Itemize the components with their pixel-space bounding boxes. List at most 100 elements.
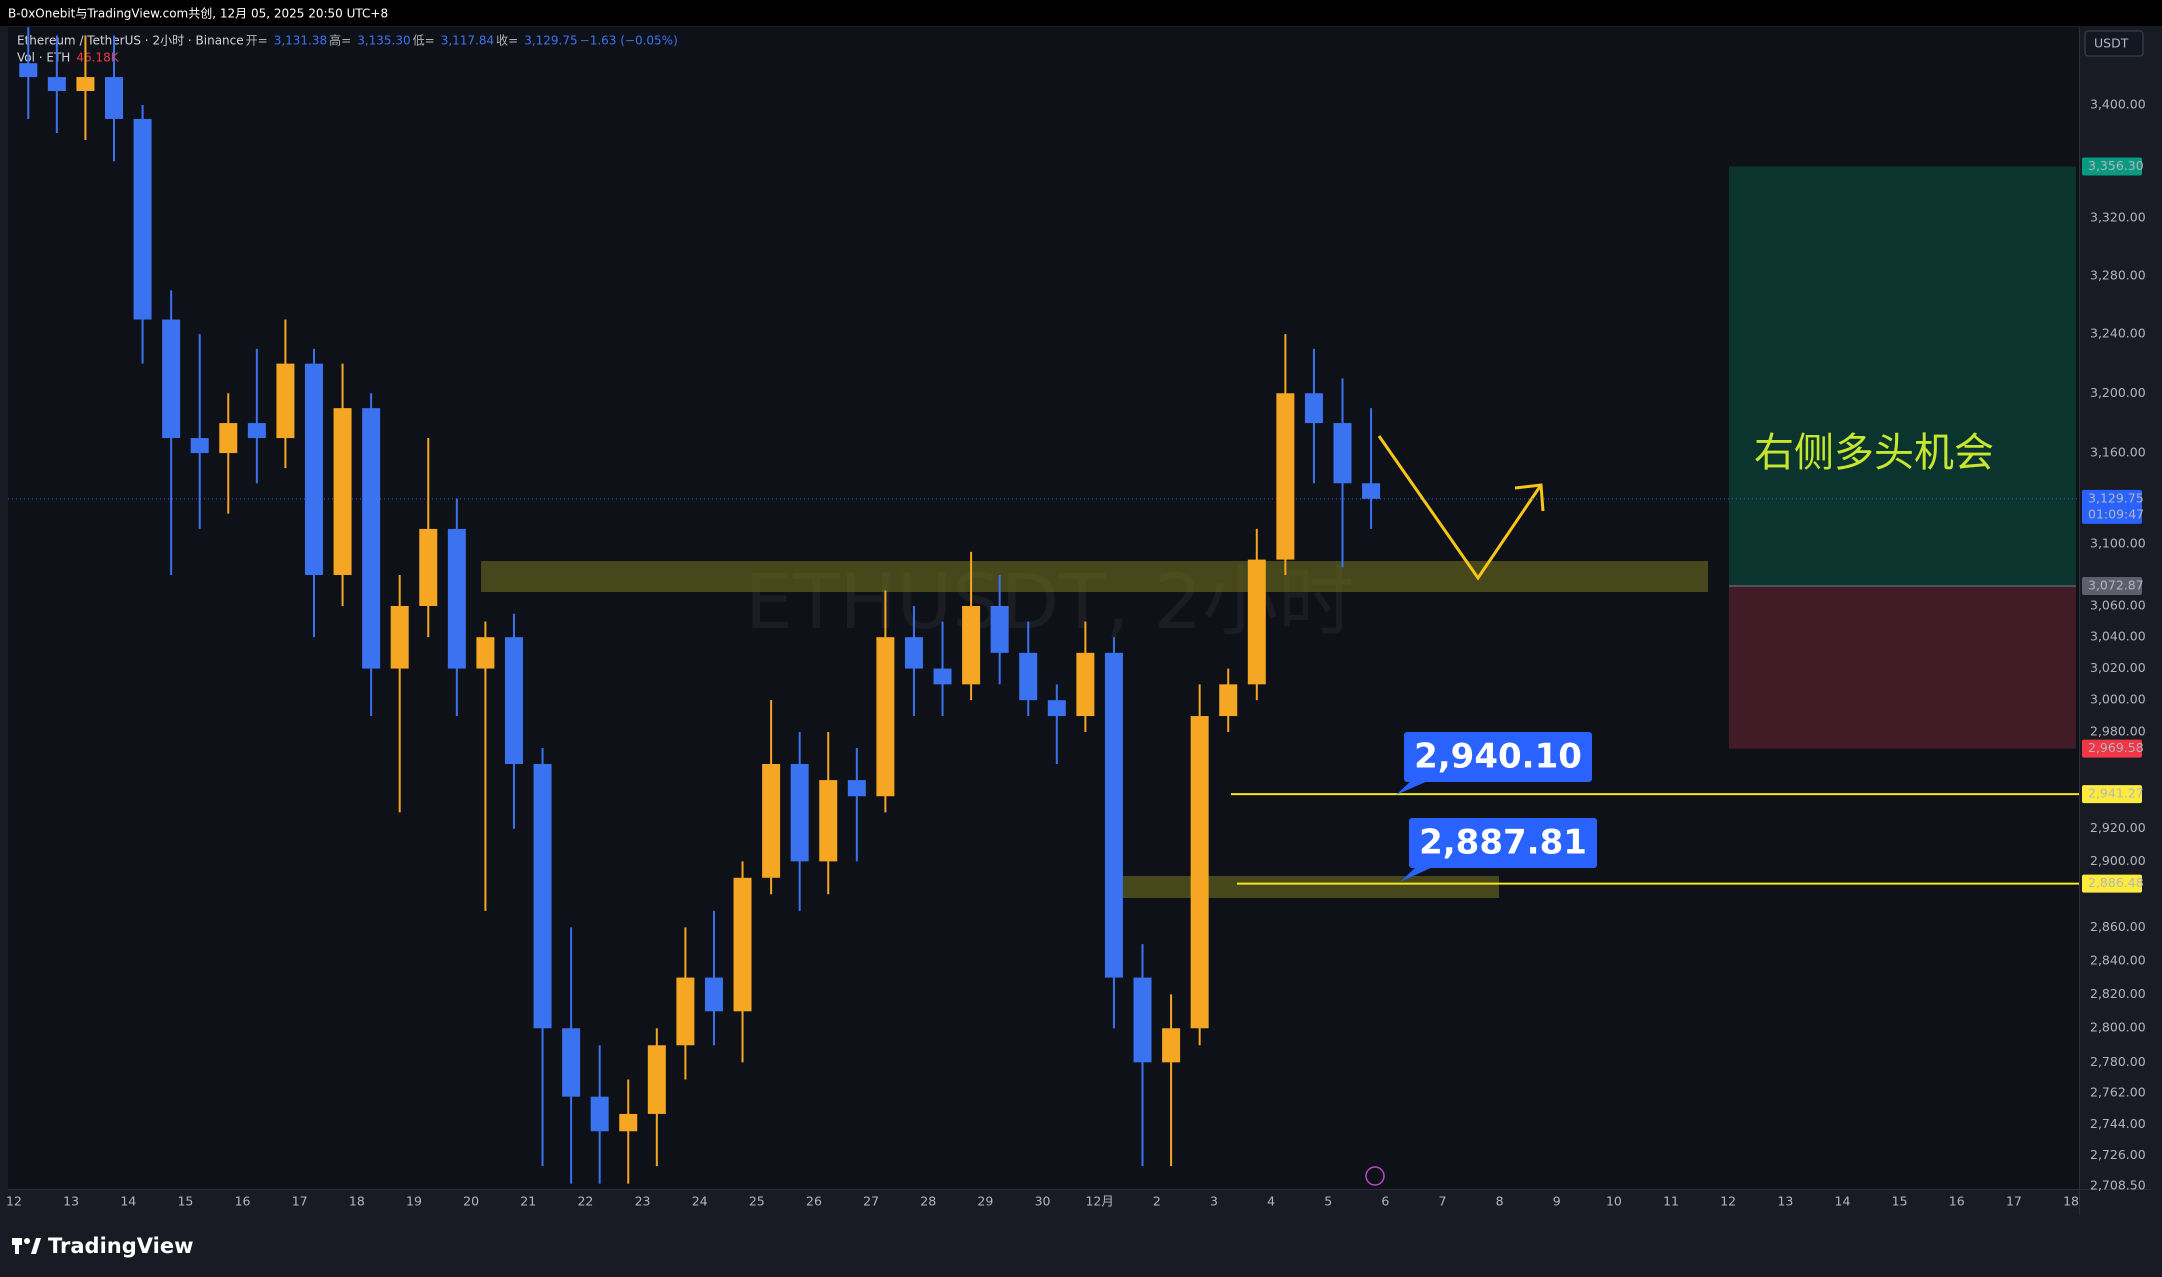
legend-item: Ethereum / TetherUS · 2小时 · Binance	[17, 34, 244, 48]
callout-pointer	[1400, 866, 1435, 882]
y-tick-label: 2,726.00	[2090, 1147, 2146, 1162]
y-tick-label: 2,780.00	[2090, 1054, 2146, 1069]
callout-box	[1409, 818, 1597, 868]
volume-legend-item: Vol · ETH	[17, 51, 70, 65]
candle-body	[733, 877, 752, 1012]
candle-body	[1076, 652, 1095, 717]
candle-body	[133, 118, 152, 320]
y-tick-label: 3,020.00	[2090, 660, 2146, 675]
candle-body	[876, 637, 895, 797]
price-marker-label: 3,072.87	[2088, 578, 2144, 593]
x-tick-label: 22	[577, 1194, 593, 1209]
candle-body	[1019, 652, 1038, 701]
zone-lower	[1118, 876, 1499, 898]
currency-box	[2084, 30, 2144, 57]
legend-item: 高=	[329, 33, 351, 48]
x-tick-label: 8	[1496, 1194, 1504, 1209]
zone-upper	[481, 561, 1708, 592]
y-tick-label: 2,708.50	[2090, 1178, 2146, 1193]
x-tick-label: 16	[235, 1194, 251, 1209]
x-tick-label: 17	[2006, 1194, 2022, 1209]
y-tick-label: 3,000.00	[2090, 692, 2146, 707]
price-marker-label: 2,941.27	[2088, 786, 2144, 801]
price-marker	[2082, 577, 2142, 596]
x-tick-label: 30	[1035, 1194, 1051, 1209]
legend: Ethereum / TetherUS · 2小时 · Binance 开= 3,1…	[17, 33, 678, 65]
callout-label: 2,940.10	[1414, 737, 1582, 777]
countdown: 01:09:47	[2088, 506, 2144, 521]
price-marker-label: 2,886.48	[2088, 875, 2144, 890]
candle-body	[19, 63, 38, 78]
logo-part	[24, 1238, 30, 1244]
volume-legend-item: 46.18K	[76, 51, 119, 65]
x-tick-label: 17	[292, 1194, 308, 1209]
x-tick-label: 26	[806, 1194, 822, 1209]
y-tick-label: 2,800.00	[2090, 1020, 2146, 1035]
x-tick-label: 15	[1892, 1194, 1908, 1209]
target-zone	[1729, 166, 2076, 587]
candle-body	[1304, 393, 1323, 424]
candle-body	[504, 637, 523, 764]
x-tick-label: 21	[520, 1194, 536, 1209]
x-tick-label: 24	[692, 1194, 708, 1209]
callout-box	[1404, 732, 1592, 782]
annotation: 右侧多头机会	[1754, 430, 1994, 476]
x-tick-label: 20	[463, 1194, 479, 1209]
y-tick-label: 3,400.00	[2090, 96, 2146, 111]
candle-body	[476, 637, 495, 669]
x-tick-label: 11	[1663, 1194, 1679, 1209]
price-marker	[2082, 157, 2142, 176]
candle-body	[162, 319, 181, 439]
candle-body	[276, 363, 295, 439]
y-tick-label: 3,280.00	[2090, 267, 2146, 282]
y-tick-label: 2,744.00	[2090, 1116, 2146, 1131]
candle-body	[619, 1113, 638, 1132]
currency: USDT	[2094, 36, 2129, 51]
x-tick-label: 3	[1210, 1194, 1218, 1209]
x-tick-label: 2	[1153, 1194, 1161, 1209]
candle-body	[47, 77, 66, 91]
candle-body	[247, 423, 266, 439]
legend-item: 3,131.38	[274, 34, 327, 48]
candle-body	[1333, 423, 1352, 484]
candle-body	[990, 605, 1009, 653]
x-tick-label: 13	[63, 1194, 79, 1209]
legend-item: −1.63 (−0.05%)	[580, 34, 678, 48]
price-marker-label: 3,356.30	[2088, 158, 2144, 173]
y-tick-label: 3,320.00	[2090, 210, 2146, 225]
candle-body	[190, 438, 209, 454]
candle-body	[847, 780, 866, 797]
candle-body	[676, 977, 695, 1046]
candle-body	[1247, 559, 1266, 685]
candle-body	[104, 77, 123, 119]
x-tick-label: 29	[977, 1194, 993, 1209]
y-tick-label: 3,060.00	[2090, 597, 2146, 612]
legend-item: 低=	[413, 34, 435, 48]
y-tick-label: 3,040.00	[2090, 629, 2146, 644]
candle-body	[333, 408, 352, 576]
y-tick-label: 2,920.00	[2090, 820, 2146, 835]
callout-pointer	[1396, 780, 1430, 795]
candle-body	[962, 605, 981, 685]
logo-part	[15, 1238, 19, 1254]
candle-body	[76, 77, 95, 91]
candle-body	[1104, 652, 1123, 978]
x-tick-label: 23	[635, 1194, 651, 1209]
legend-item: 收=	[496, 34, 518, 48]
candle-body	[1276, 393, 1295, 560]
candle-body	[419, 528, 438, 606]
logo-part	[31, 1238, 41, 1254]
legend-item: 开=	[246, 34, 268, 48]
x-tick-label: 12	[1720, 1194, 1736, 1209]
candle-body	[1133, 977, 1152, 1063]
price-marker-label: 3,129.75	[2088, 490, 2144, 505]
price-marker	[2082, 874, 2142, 893]
x-tick-label: 5	[1324, 1194, 1332, 1209]
candle-body	[390, 605, 409, 669]
x-tick-label: 10	[1606, 1194, 1622, 1209]
path-arrow	[1377, 435, 1543, 581]
arrow-head	[1514, 483, 1545, 512]
x-tick-label: 14	[1835, 1194, 1851, 1209]
y-tick-label: 3,160.00	[2090, 445, 2146, 460]
